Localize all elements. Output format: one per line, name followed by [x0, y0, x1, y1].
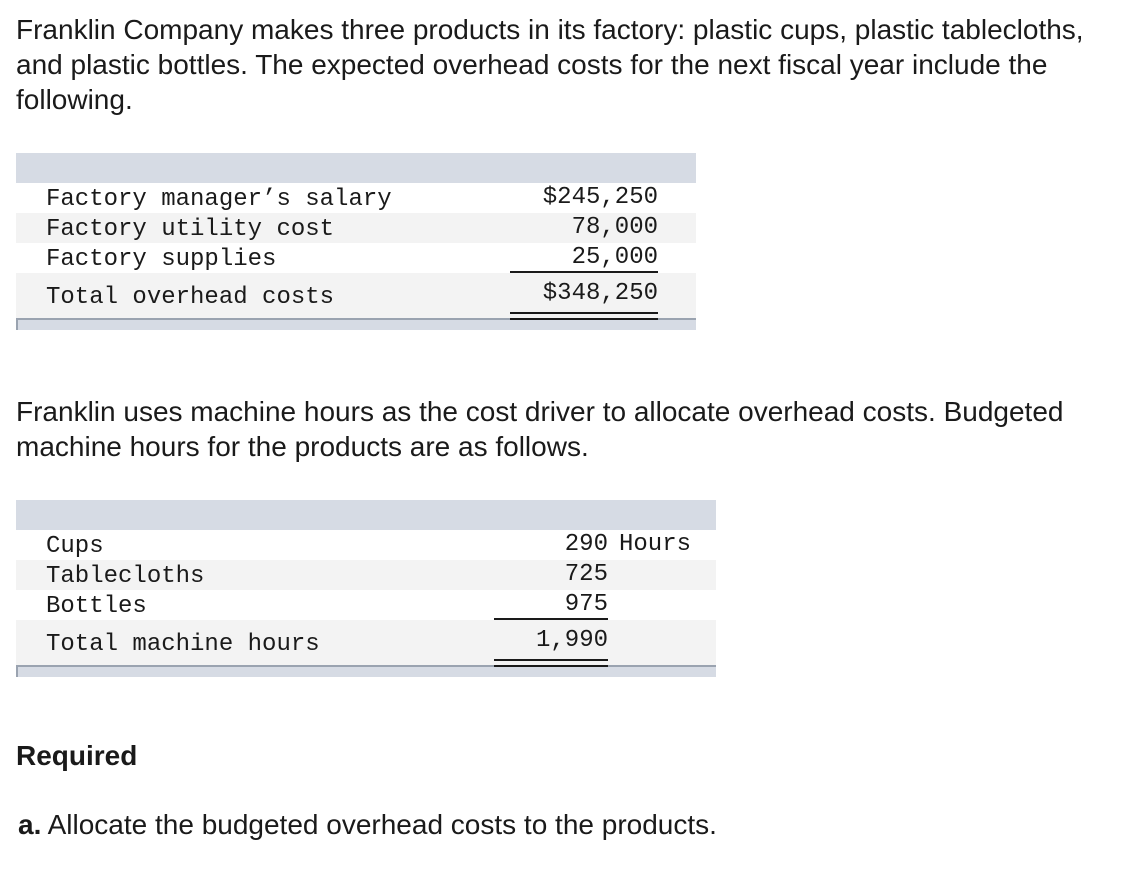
row-value: 975 [494, 592, 608, 620]
cost-driver-paragraph: Franklin uses machine hours as the cost … [16, 396, 1064, 462]
intro-paragraph: Franklin Company makes three products in… [16, 14, 1084, 115]
machine-hours-table: Cups 290 Hours Tablecloths 725 Bottles 9… [16, 500, 716, 677]
task-text: Allocate the budgeted overhead costs to … [47, 809, 717, 840]
table-header [16, 153, 696, 183]
total-value: 1,990 [535, 627, 608, 654]
row-value: 78,000 [571, 214, 658, 241]
total-row: Total machine hours 1,990 [16, 620, 716, 667]
required-heading: Required [16, 740, 138, 771]
table-footer [16, 665, 716, 677]
row-label: Factory manager’s salary [46, 186, 392, 213]
double-underline [510, 312, 658, 320]
table-row: Tablecloths 725 [16, 560, 716, 590]
table-row: Cups 290 Hours [16, 530, 716, 560]
double-underline [494, 659, 608, 667]
overhead-costs-table: Factory manager’s salary $245,250 Factor… [16, 153, 696, 330]
total-label: Total overhead costs [46, 284, 335, 311]
row-label: Cups [46, 533, 104, 560]
table-header [16, 500, 716, 530]
table-row: Factory utility cost 78,000 [16, 213, 696, 243]
task-a: a. Allocate the budgeted overhead costs … [18, 809, 717, 841]
total-value: $348,250 [542, 280, 658, 307]
row-label: Factory utility cost [46, 216, 335, 243]
table-row: Factory supplies 25,000 [16, 243, 696, 273]
total-label: Total machine hours [46, 631, 320, 658]
table-footer [16, 318, 696, 330]
row-value: 725 [564, 561, 608, 588]
row-value: 25,000 [510, 245, 658, 273]
table-row: Bottles 975 [16, 590, 716, 620]
row-value: 290 [564, 531, 608, 558]
row-value: $245,250 [542, 184, 658, 211]
task-letter: a. [18, 809, 42, 840]
total-row: Total overhead costs $348,250 [16, 273, 696, 320]
row-label: Factory supplies [46, 246, 277, 273]
row-label: Bottles [46, 593, 147, 620]
row-label: Tablecloths [46, 563, 205, 590]
table-row: Factory manager’s salary $245,250 [16, 183, 696, 213]
unit-label: Hours [619, 531, 692, 558]
